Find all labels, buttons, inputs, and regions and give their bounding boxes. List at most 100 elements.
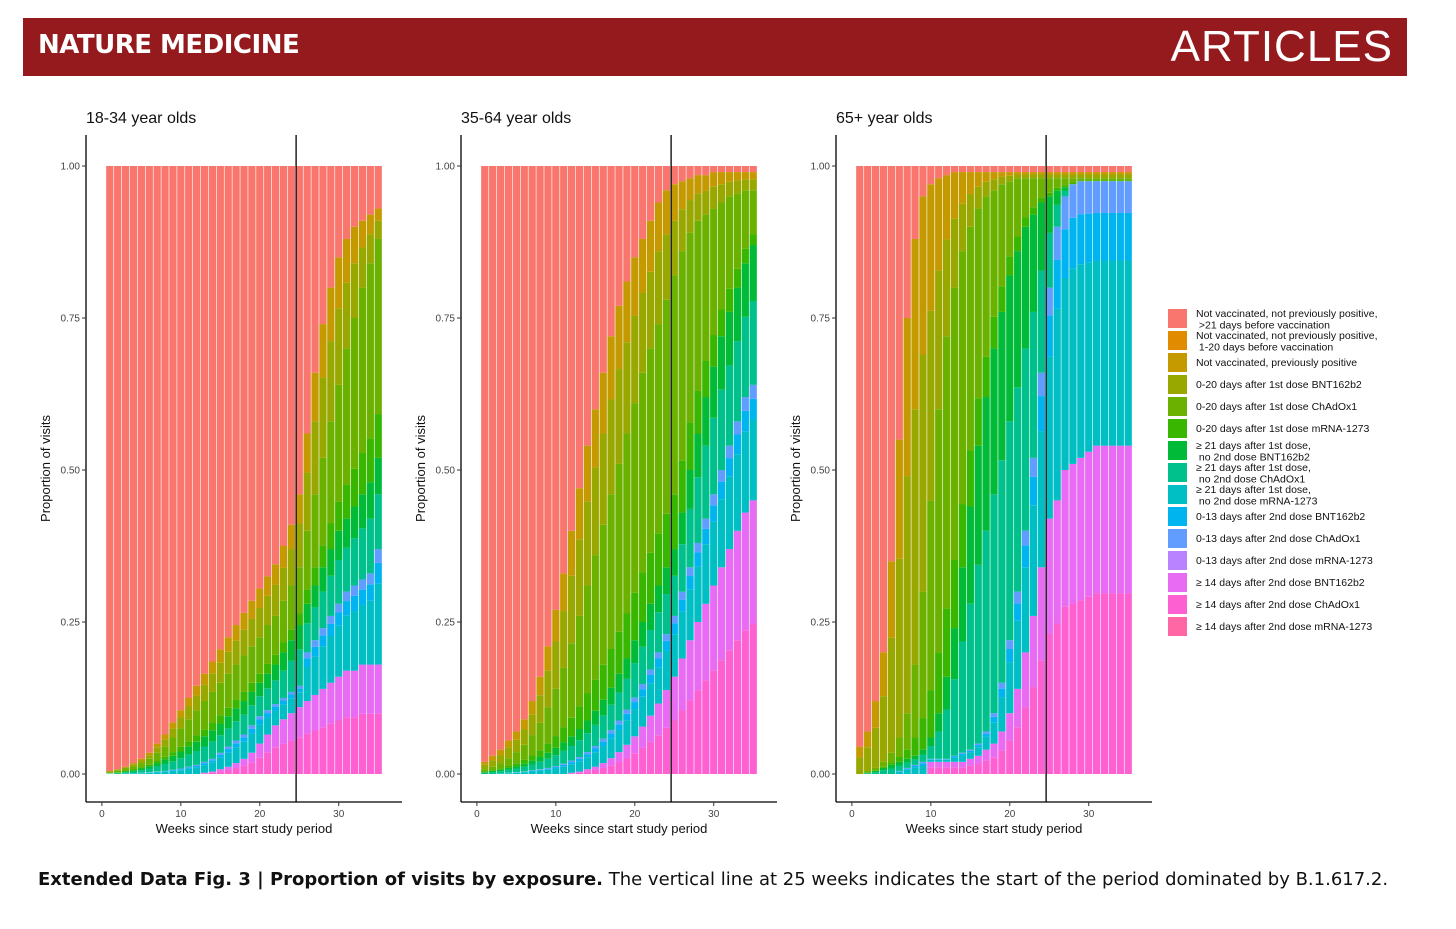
panel-2-bar-segment xyxy=(528,771,536,774)
legend-swatch xyxy=(1168,463,1187,482)
panel-1-bar-segment xyxy=(185,741,193,747)
panel-3-bar-segment xyxy=(927,184,935,311)
panel-1-bar-segment xyxy=(303,652,311,659)
panel-2-bar-segment xyxy=(646,683,655,716)
panel-1-bar-segment xyxy=(224,651,232,674)
panel-3-bar-segment xyxy=(974,763,982,774)
legend-label: 0-13 days after 2nd dose mRNA-1273 xyxy=(1196,555,1373,567)
caption-text: The vertical line at 25 weeks indicates … xyxy=(603,869,1389,890)
panel-2-x-label: Weeks since start study period xyxy=(531,821,708,836)
panel-3-bar-segment xyxy=(856,757,864,774)
panel-2-bar-segment xyxy=(654,612,663,653)
panel-2-bar-segment xyxy=(678,512,686,545)
panel-3-bar-segment xyxy=(982,760,990,774)
panel-3-bar-segment xyxy=(864,731,872,748)
panel-3-bar-segment xyxy=(982,181,990,197)
panel-3-bar-segment xyxy=(1116,593,1124,774)
legend-label: Not vaccinated, not previously positive,… xyxy=(1196,330,1378,354)
panel-2-bar-segment xyxy=(615,305,623,370)
panel-1-bar-segment xyxy=(295,567,303,614)
panel-2-bar-segment xyxy=(710,505,718,522)
panel-1-bar-segment xyxy=(224,728,232,747)
panel-1-bar-segment xyxy=(240,691,248,702)
panel-3-bar-segment xyxy=(871,772,880,774)
panel-2-bar-segment xyxy=(599,767,607,774)
panel-1-bar-segment xyxy=(303,603,311,624)
panel-1-bar-segment xyxy=(366,438,374,483)
panel-3-bar-segment xyxy=(958,172,967,204)
panel-3-bar-segment xyxy=(1108,181,1117,213)
panel-3-bar-segment xyxy=(895,771,903,774)
panel-3-bar-segment xyxy=(927,737,935,747)
panel-3-bar-segment xyxy=(919,754,927,762)
panel-3-bar-segment xyxy=(1069,463,1077,604)
panel-2-bar-segment xyxy=(741,166,749,173)
panel-3-bar-segment xyxy=(927,690,935,738)
panel-1-bar-segment xyxy=(327,682,335,724)
panel-2-bar-segment xyxy=(583,769,592,772)
legend-label-line: Not vaccinated, not previously positive, xyxy=(1196,308,1378,320)
panel-2-bar-segment xyxy=(694,220,702,391)
panel-1-bar-segment xyxy=(303,623,311,653)
panel-1-bar-segment xyxy=(145,758,153,765)
panel-1-bar-segment xyxy=(256,724,264,744)
panel-3-bar-segment xyxy=(950,756,959,758)
panel-1-bar-segment xyxy=(161,756,169,760)
panel-2-bar-segment xyxy=(710,166,718,173)
panel-1-bar-segment xyxy=(327,166,335,288)
panel-3-bar-segment xyxy=(903,318,911,477)
panel-2-bar-segment xyxy=(599,433,607,525)
panel-2-bar-segment xyxy=(552,767,560,769)
panel-1-bar-segment xyxy=(193,767,201,774)
panel-2-bar-segment xyxy=(686,178,694,201)
panel-3-bar-segment xyxy=(990,494,998,714)
panel-1-bar-segment xyxy=(287,740,295,774)
panel-3-bar-segment xyxy=(895,737,903,757)
panel-1-bar-segment xyxy=(350,585,359,596)
panel-3-bar-segment xyxy=(1108,212,1117,261)
panel-3-bar-segment xyxy=(1045,356,1053,519)
panel-3-bar-segment xyxy=(1077,264,1085,458)
figure: 18-34 year olds 0.00 0.25 0.50 0.75 1.00 0 10 20… xyxy=(38,110,1378,836)
panel-1-bar-segment xyxy=(114,773,122,774)
panel-1-bar-segment xyxy=(224,769,232,774)
panel-1-bar-segment xyxy=(145,766,153,769)
panel-2-bar-segment xyxy=(623,658,631,679)
panel-2-bar-segment xyxy=(725,288,734,312)
panel-2-bar-segment xyxy=(512,739,520,753)
panel-1-bar-segment xyxy=(193,765,201,768)
panel-2-bar-segment xyxy=(607,765,615,774)
panel-1-bar-segment xyxy=(303,472,311,531)
panel-2-bar-segment xyxy=(552,747,560,756)
panel-1-bar-segment xyxy=(295,685,303,689)
panel-2-bar-segment xyxy=(599,664,607,700)
panel-1-bar-segment xyxy=(366,234,374,264)
panel-3-bar-segment xyxy=(1029,207,1038,215)
panel-3-bar-segment xyxy=(1006,172,1014,176)
panel-2-bar-segment xyxy=(710,186,718,209)
panel-2-bar-segment xyxy=(646,674,655,684)
panel-2-bar-segment xyxy=(575,706,584,730)
panel-3-bar-segment xyxy=(1014,251,1022,388)
legend-swatch xyxy=(1168,353,1187,372)
panel-2-bar-segment xyxy=(504,767,513,770)
panel-3-bar-segment xyxy=(943,767,951,774)
panel-3-bar-segment xyxy=(903,762,911,768)
legend-label-line: 0-20 days after 1st dose BNT162b2 xyxy=(1196,379,1362,391)
legend-label-line: Not vaccinated, previously positive xyxy=(1196,357,1357,369)
panel-3-bar-segment xyxy=(982,749,990,761)
panel-2-bar-segment xyxy=(623,166,631,282)
panel-1-bar-segment xyxy=(185,754,193,767)
panel-3-bar-segment xyxy=(1093,178,1101,181)
panel-3-bar-segment xyxy=(1037,174,1045,179)
panel-1-bar-segment xyxy=(374,457,382,495)
panel-2-bar-segment xyxy=(741,179,749,191)
panel-3-bar-segment xyxy=(1077,178,1085,181)
panel-3-bar-segment xyxy=(990,166,998,173)
panel-2-bar-segment xyxy=(512,768,520,773)
panel-2-bar-segment xyxy=(686,470,694,509)
panel-2-bar-segment xyxy=(599,372,607,434)
panel-2-bar-segment xyxy=(489,770,497,771)
panel-2-bar-segment xyxy=(623,709,631,714)
panel-2-bar-segment xyxy=(575,539,584,616)
